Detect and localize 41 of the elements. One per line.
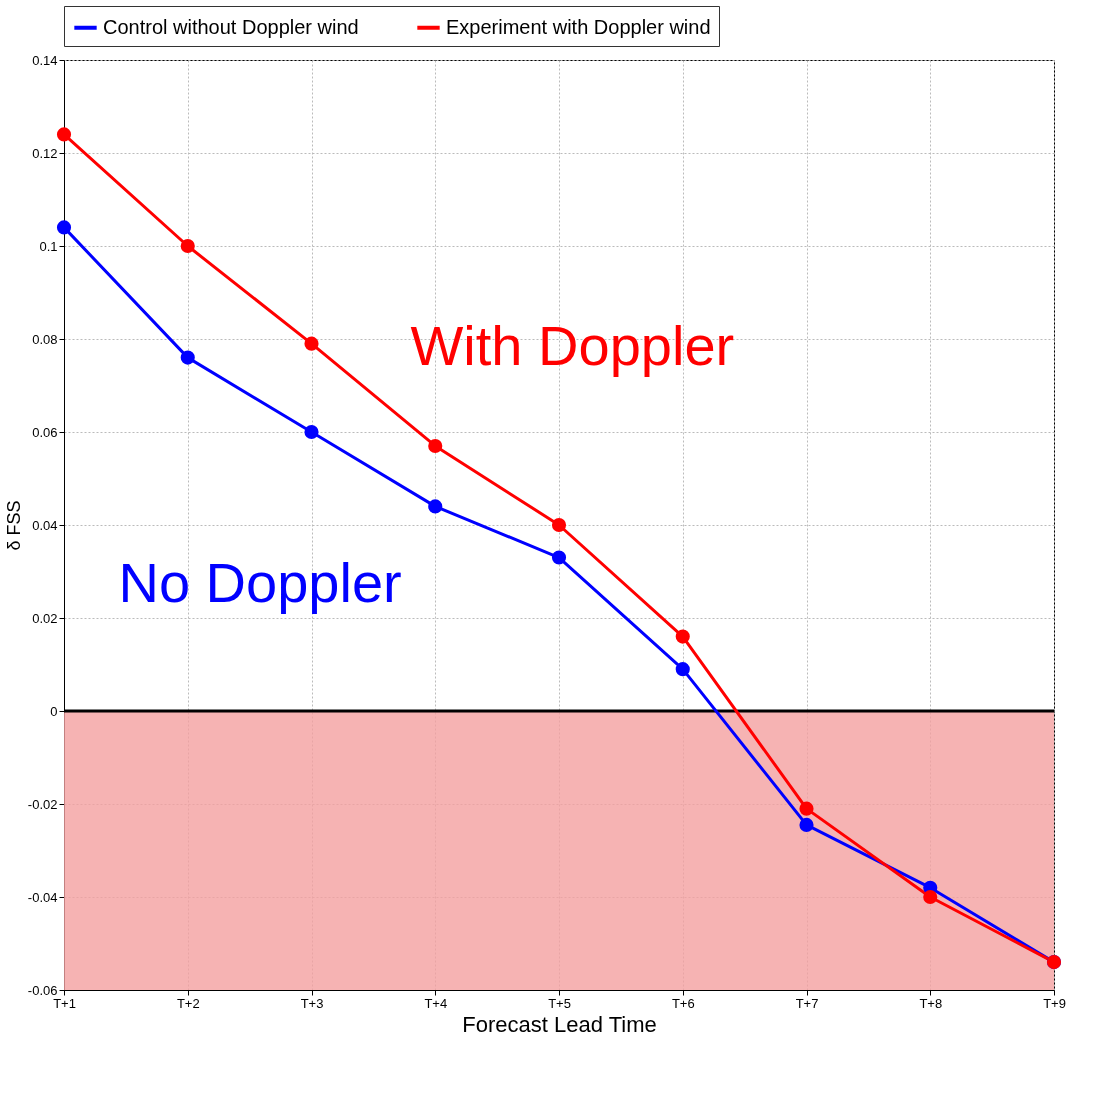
x-tick-label: T+7 [795, 995, 819, 1011]
x-tick-label: T+1 [53, 995, 76, 1011]
y-tick-label: -0.02 [27, 796, 58, 812]
point [675, 629, 690, 644]
point [180, 238, 195, 254]
point [551, 550, 567, 565]
point [675, 662, 690, 677]
y-tick-label: 0.12 [32, 145, 58, 161]
point [799, 801, 814, 816]
annotation: No Doppler [118, 551, 402, 615]
point [304, 336, 319, 351]
x-tick-label: T+2 [176, 995, 200, 1011]
x-tick-label: T+5 [548, 995, 571, 1011]
y-tick-label: 0 [50, 703, 58, 719]
legend-label: Control without Doppler wind [103, 15, 359, 38]
point [304, 424, 319, 440]
point [428, 499, 443, 514]
y-tick-label: 0.14 [32, 52, 58, 68]
x-tick-label: T+3 [300, 995, 324, 1011]
y-tick-label: 0.06 [32, 424, 58, 440]
y-tick-label: 0.04 [32, 517, 58, 533]
point [180, 350, 195, 365]
x-tick-label: T+9 [1043, 995, 1066, 1011]
x-tick-label: T+4 [424, 995, 448, 1011]
y-tick-label: 0.08 [32, 331, 58, 347]
x-axis-title: Forecast Lead Time [462, 1011, 657, 1037]
x-tick-label: T+6 [671, 995, 695, 1011]
y-tick-label: 0.1 [39, 238, 58, 254]
point [56, 127, 72, 142]
point [428, 438, 443, 454]
x-tick-label: T+8 [919, 995, 943, 1011]
annotation: With Doppler [410, 314, 735, 378]
point [923, 889, 938, 905]
legend-label: Experiment with Doppler wind [446, 15, 711, 38]
y-tick-label: 0.02 [32, 610, 58, 626]
point [551, 517, 567, 533]
y-tick-label: -0.06 [27, 982, 58, 998]
point [799, 817, 814, 832]
y-axis-title: δ FSS [3, 500, 24, 551]
y-tick-label: -0.04 [27, 889, 58, 905]
point [56, 220, 72, 235]
